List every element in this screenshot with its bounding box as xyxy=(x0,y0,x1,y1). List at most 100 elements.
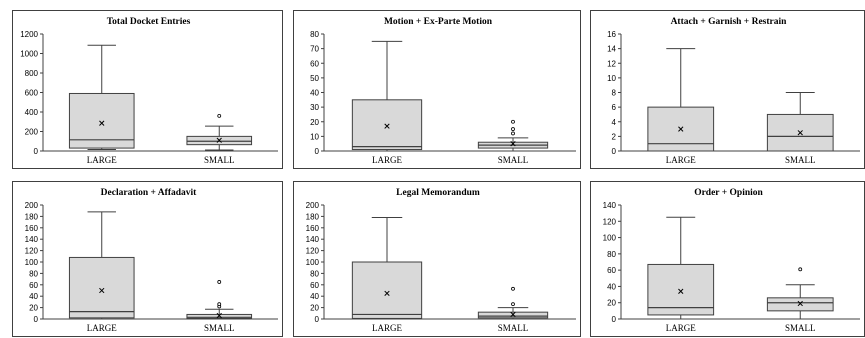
outlier-point-small xyxy=(511,131,515,136)
chart-svg-2: Motion + Ex-Parte Motion 0 10 20 30 40 50 60 70 8… xyxy=(310,17,576,165)
y-tick-label: 1200 xyxy=(20,30,38,39)
y-tick-label: 20 xyxy=(29,304,38,313)
y-tick-label: 140 xyxy=(603,201,617,210)
box-small xyxy=(186,313,253,319)
y-tick-label: 0 xyxy=(34,147,39,156)
y-tick-label: 200 xyxy=(25,128,39,137)
y-tick-label: 80 xyxy=(607,250,616,259)
chart-title: Declaration + Affadavit xyxy=(101,188,197,198)
chart-svg-4: Declaration + Affadavit 0 20 40 60 80 100 120 14… xyxy=(25,188,278,333)
y-tick-label: 30 xyxy=(310,103,319,112)
mean-marker-small xyxy=(510,141,516,147)
y-tick-label: 40 xyxy=(310,292,319,301)
chart-title: Order + Opinion xyxy=(694,188,763,198)
y-tick-label: 60 xyxy=(310,59,319,68)
box-large xyxy=(68,256,135,319)
y-tick-label: 80 xyxy=(310,30,319,39)
y-tick-label: 40 xyxy=(607,282,616,291)
y-tick-label: 50 xyxy=(310,74,319,83)
outlier-point-small xyxy=(511,127,515,131)
chart-title: Attach + Garnish + Restrain xyxy=(671,17,788,27)
mean-marker-large xyxy=(678,288,684,294)
chart-svg-3: Attach + Garnish + Restrain 0 2 4 6 8 10 12 14 16… xyxy=(607,17,860,165)
y-tick-label: 160 xyxy=(25,224,39,233)
chart-panel-6: Order + Opinion 0 20 40 60 80 100 120 140 LARGE SM… xyxy=(590,181,865,337)
box-large xyxy=(68,92,135,149)
y-tick-label: 0 xyxy=(315,315,320,324)
mean-marker-small xyxy=(510,311,516,318)
y-tick-label: 180 xyxy=(306,212,320,221)
mean-marker-small xyxy=(797,130,803,136)
y-tick-label: 12 xyxy=(607,59,616,68)
mean-marker-small xyxy=(797,300,803,307)
mean-marker-small xyxy=(216,137,222,143)
chart-panel-2: Motion + Ex-Parte Motion 0 10 20 30 40 50 60 70 8… xyxy=(293,10,581,169)
box-large xyxy=(351,99,423,151)
y-tick-label: 100 xyxy=(25,258,39,267)
y-tick-label: 100 xyxy=(306,258,320,267)
y-tick-label: 4 xyxy=(612,118,617,127)
y-tick-label: 120 xyxy=(25,247,39,256)
y-tick-label: 20 xyxy=(310,304,319,313)
mean-marker-large xyxy=(678,126,684,132)
y-tick-label: 2 xyxy=(612,132,617,141)
chart-panel-4: Declaration + Affadavit 0 20 40 60 80 100 120 14… xyxy=(12,181,283,337)
category-label-large: LARGE xyxy=(666,323,696,333)
y-tick-label: 6 xyxy=(612,103,617,112)
outlier-point-small xyxy=(217,280,222,284)
chart-svg-5: Legal Memorandum 0 20 40 60 80 100 120 140 160 180… xyxy=(306,188,576,333)
y-tick-label: 180 xyxy=(25,212,39,221)
mean-marker-large xyxy=(99,287,105,294)
y-tick-label: 60 xyxy=(607,266,616,275)
y-tick-label: 800 xyxy=(25,69,39,78)
y-tick-label: 10 xyxy=(607,74,616,83)
category-label-small: SMALL xyxy=(785,323,816,333)
outlier-point-small xyxy=(217,302,222,307)
box-large xyxy=(351,261,423,319)
category-label-large: LARGE xyxy=(372,155,402,165)
outlier-point-small xyxy=(798,267,803,272)
category-label-large: LARGE xyxy=(87,155,117,165)
y-tick-label: 40 xyxy=(310,89,319,98)
box-small xyxy=(766,297,834,312)
y-tick-label: 120 xyxy=(603,217,617,226)
y-tick-label: 14 xyxy=(607,45,616,54)
y-tick-label: 40 xyxy=(29,292,38,301)
category-label-large: LARGE xyxy=(372,323,402,333)
chart-title: Legal Memorandum xyxy=(396,188,480,198)
outlier-point-small xyxy=(511,119,515,124)
category-label-large: LARGE xyxy=(87,323,117,333)
y-tick-label: 200 xyxy=(306,201,320,210)
chart-title: Motion + Ex-Parte Motion xyxy=(384,17,493,27)
y-tick-label: 140 xyxy=(306,235,320,244)
category-label-small: SMALL xyxy=(785,155,816,165)
y-tick-label: 0 xyxy=(34,315,39,324)
y-tick-label: 80 xyxy=(310,269,319,278)
y-tick-label: 70 xyxy=(310,45,319,54)
mean-marker-large xyxy=(99,120,105,126)
category-label-small: SMALL xyxy=(498,155,529,165)
y-tick-label: 20 xyxy=(310,118,319,127)
y-tick-label: 1000 xyxy=(20,50,38,59)
y-tick-label: 0 xyxy=(612,315,617,324)
y-tick-label: 80 xyxy=(29,269,38,278)
category-label-small: SMALL xyxy=(204,155,235,165)
chart-panel-3: Attach + Garnish + Restrain 0 2 4 6 8 10 12 14 16… xyxy=(590,10,865,169)
category-label-small: SMALL xyxy=(498,323,529,333)
y-tick-label: 0 xyxy=(612,147,617,156)
chart-svg-1: Total Docket Entries 0 200 400 600 800 1000 120… xyxy=(20,17,278,165)
mean-marker-large xyxy=(384,123,390,129)
mean-marker-small xyxy=(216,312,222,319)
y-tick-label: 0 xyxy=(315,147,320,156)
category-label-large: LARGE xyxy=(666,155,696,165)
box-large xyxy=(647,263,715,316)
y-tick-label: 400 xyxy=(25,108,39,117)
y-tick-label: 60 xyxy=(29,281,38,290)
outlier-point-small xyxy=(511,302,515,307)
chart-svg-6: Order + Opinion 0 20 40 60 80 100 120 140 LARGE SM… xyxy=(603,188,860,333)
chart-panel-1: Total Docket Entries 0 200 400 600 800 1000 120… xyxy=(12,10,283,169)
y-tick-label: 16 xyxy=(607,30,616,39)
y-tick-label: 600 xyxy=(25,89,39,98)
y-tick-label: 100 xyxy=(603,234,617,243)
y-tick-label: 120 xyxy=(306,247,320,256)
